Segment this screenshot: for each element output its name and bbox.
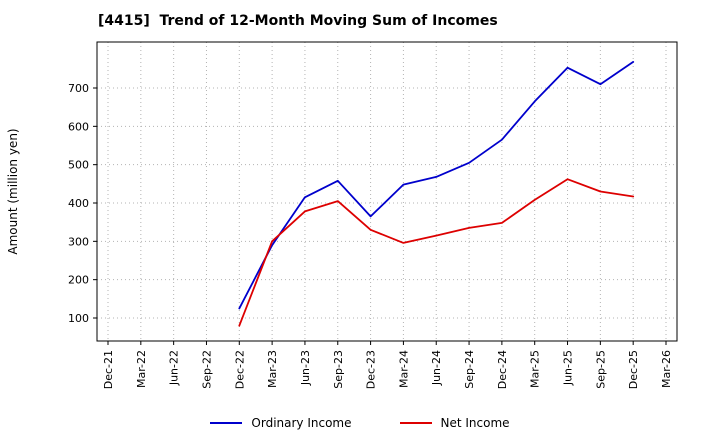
legend-line-icon	[210, 422, 243, 424]
x-tick-label: Mar-23	[266, 350, 279, 388]
x-tick-label: Jun-25	[562, 350, 575, 386]
series-line-ordinary-income	[238, 61, 635, 310]
x-tick-label: Jun-24	[430, 350, 443, 386]
x-tick-label: Sep-24	[463, 350, 476, 389]
y-tick-label: 600	[68, 120, 89, 133]
plot-area: Dec-21 Mar-22 Jun-22 Sep-22 Dec-22 Mar-23 Jun-…	[6, 41, 678, 389]
y-tick-label: 200	[68, 274, 89, 287]
plot-border	[96, 41, 678, 342]
y-tick-label: 500	[68, 159, 89, 172]
x-tick-label: Sep-22	[200, 350, 213, 389]
y-tick-label: 700	[68, 82, 89, 95]
x-tick-label: Dec-25	[627, 350, 640, 389]
x-tick-label: Mar-24	[397, 350, 410, 388]
legend-label: Net Income	[440, 416, 510, 430]
x-tick-label: Dec-22	[233, 350, 246, 389]
x-tick-label: Sep-23	[332, 350, 345, 389]
legend-line-icon	[399, 422, 432, 424]
x-tick-label: Mar-22	[135, 350, 148, 388]
series-line-net-income	[238, 178, 635, 327]
x-tick-label: Mar-26	[660, 350, 673, 388]
legend-item-net-income: Net Income	[399, 416, 510, 430]
x-tick-label: Jun-23	[299, 350, 312, 386]
x-tick-label: Dec-21	[102, 350, 115, 389]
chart-title: [4415] Trend of 12-Month Moving Sum of I…	[98, 13, 498, 29]
y-tick-label: 400	[68, 197, 89, 210]
x-tick-label: Sep-25	[594, 350, 607, 389]
y-tick-label: 100	[68, 312, 89, 325]
legend-label: Ordinary Income	[251, 416, 352, 430]
x-tick-label: Dec-23	[365, 350, 378, 389]
x-tick-label: Mar-25	[529, 350, 542, 388]
legend: Ordinary Income Net Income	[0, 416, 720, 430]
y-tick-label: 300	[68, 235, 89, 248]
x-tick-label: Dec-24	[496, 350, 509, 389]
x-tick-label: Jun-22	[168, 350, 181, 386]
y-axis-label: Amount (million yen)	[6, 128, 20, 254]
legend-item-ordinary-income: Ordinary Income	[210, 416, 352, 430]
